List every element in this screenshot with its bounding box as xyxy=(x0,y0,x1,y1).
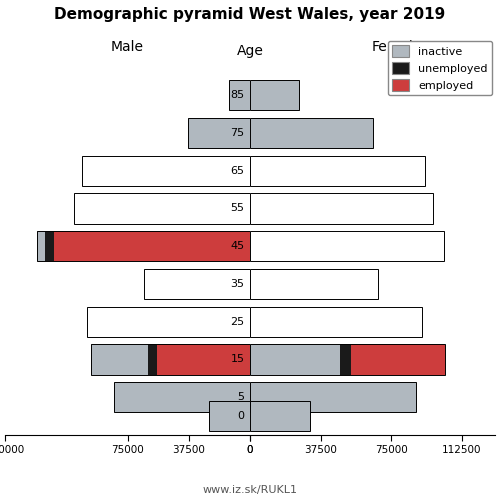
Bar xyxy=(340,344,351,374)
Bar xyxy=(250,344,445,374)
Text: 45: 45 xyxy=(230,241,244,251)
Text: 35: 35 xyxy=(230,279,244,289)
Legend: inactive, unemployed, employed: inactive, unemployed, employed xyxy=(388,41,492,96)
Bar xyxy=(250,269,378,299)
Bar xyxy=(37,231,45,262)
Bar xyxy=(351,344,445,374)
Bar xyxy=(91,344,250,374)
Text: 15: 15 xyxy=(230,354,244,364)
Text: 0: 0 xyxy=(238,411,244,421)
Bar xyxy=(250,382,416,412)
Text: 55: 55 xyxy=(230,204,244,214)
Bar xyxy=(209,401,250,431)
Text: 65: 65 xyxy=(230,166,244,175)
Bar xyxy=(90,344,148,374)
Bar xyxy=(250,194,433,224)
Bar xyxy=(250,156,426,186)
Bar xyxy=(86,306,250,337)
Bar xyxy=(54,231,250,262)
Bar xyxy=(144,269,250,299)
Text: Demographic pyramid West Wales, year 2019: Demographic pyramid West Wales, year 201… xyxy=(54,8,446,22)
Bar xyxy=(250,231,444,262)
Bar xyxy=(250,344,340,374)
Text: 25: 25 xyxy=(230,316,244,326)
Text: 85: 85 xyxy=(230,90,244,100)
Bar xyxy=(250,306,422,337)
Bar xyxy=(188,118,250,148)
Bar xyxy=(157,344,250,374)
Bar xyxy=(250,401,310,431)
Bar xyxy=(74,194,250,224)
Text: www.iz.sk/RUKL1: www.iz.sk/RUKL1 xyxy=(202,485,298,495)
Bar xyxy=(148,344,157,374)
Bar xyxy=(250,118,372,148)
Bar xyxy=(229,80,250,110)
Text: Age: Age xyxy=(236,44,264,58)
Text: Female: Female xyxy=(372,40,422,54)
Bar xyxy=(114,382,250,412)
Text: 75: 75 xyxy=(230,128,244,138)
Text: Male: Male xyxy=(111,40,144,54)
Bar xyxy=(82,156,250,186)
Bar xyxy=(37,231,250,262)
Bar xyxy=(45,231,54,262)
Bar xyxy=(250,80,299,110)
Text: 5: 5 xyxy=(238,392,244,402)
